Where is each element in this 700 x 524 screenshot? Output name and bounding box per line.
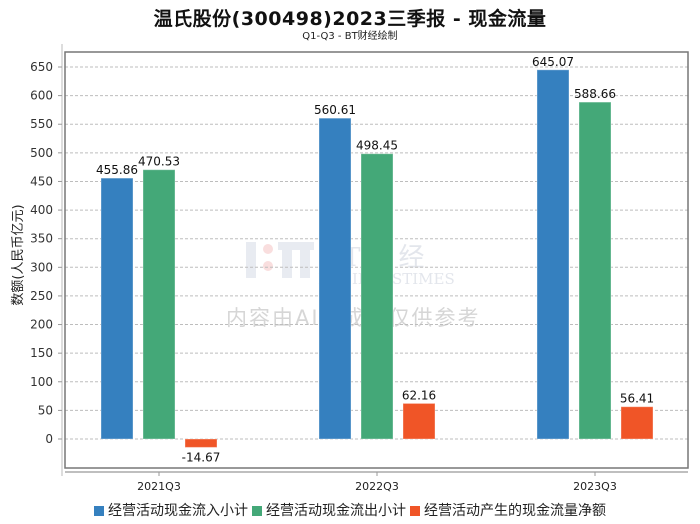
y-tick-label: 650 <box>30 60 53 74</box>
legend-swatch-icon <box>410 506 420 516</box>
watermark: BT财经 BUSINESSTIMES 内容由AI生成，仅供参考 <box>226 242 481 330</box>
y-tick-label: 250 <box>30 289 53 303</box>
y-tick-label: 450 <box>30 174 53 188</box>
x-tick-label: 2021Q3 <box>137 480 181 493</box>
legend-item[interactable]: 经营活动现金流出小计 <box>252 500 406 520</box>
bar-2-2021Q3 <box>142 169 176 440</box>
data-label: 560.61 <box>314 103 356 117</box>
legend-label: 经营活动现金流入小计 <box>108 503 248 519</box>
bar-1-2021Q3 <box>100 177 134 440</box>
data-label: 645.07 <box>532 55 574 69</box>
y-axis: 0 50 100 150 200 250 300 350 400 450 500 550 600 650 <box>30 44 63 476</box>
bar-2-2022Q3 <box>360 153 394 440</box>
x-tick-label: 2023Q3 <box>573 480 617 493</box>
data-label: 470.53 <box>138 155 180 169</box>
y-tick-label: 0 <box>45 432 53 446</box>
watermark-notice: 内容由AI生成，仅供参考 <box>226 306 481 330</box>
y-tick-label: 150 <box>30 346 53 360</box>
y-tick-label: 550 <box>30 117 53 131</box>
bar-3-2021Q3 <box>184 438 218 448</box>
legend-item[interactable]: 经营活动产生的现金流量净额 <box>410 500 606 520</box>
data-label: 588.66 <box>574 87 616 101</box>
y-tick-label: 300 <box>30 260 53 274</box>
data-label: 62.16 <box>402 388 436 402</box>
legend-label: 经营活动产生的现金流量净额 <box>424 503 606 519</box>
data-label: 56.41 <box>620 392 654 406</box>
y-tick-label: 200 <box>30 318 53 332</box>
data-label: 455.86 <box>96 163 138 177</box>
x-tick-label: 2022Q3 <box>355 480 399 493</box>
chart-subtitle: Q1-Q3 - BT财经绘制 <box>302 31 398 42</box>
chart-title: 温氏股份(300498)2023三季报 - 现金流量 <box>153 8 547 30</box>
legend: 经营活动现金流入小计 经营活动现金流出小计 经营活动产生的现金流量净额 <box>0 500 700 520</box>
bar-3-2022Q3 <box>402 402 436 440</box>
legend-swatch-icon <box>252 506 262 516</box>
bars: 455.86 560.61 645.07 470.53 498.45 588.66 -14.… <box>96 55 654 465</box>
bar-1-2022Q3 <box>318 117 352 440</box>
plot-frame <box>64 51 689 469</box>
y-axis-label: 数额(人民币亿元) <box>11 204 26 305</box>
x-axis: 2021Q3 2022Q3 2023Q3 <box>65 471 688 493</box>
bar-1-2023Q3 <box>536 69 570 440</box>
data-label: 498.45 <box>356 139 398 153</box>
y-tick-label: 500 <box>30 146 53 160</box>
bar-3-2023Q3 <box>620 406 654 440</box>
legend-item[interactable]: 经营活动现金流入小计 <box>94 500 248 520</box>
y-tick-label: 400 <box>30 203 53 217</box>
data-label: -14.67 <box>182 450 221 464</box>
bar-2-2023Q3 <box>578 101 612 440</box>
y-tick-label: 600 <box>30 89 53 103</box>
legend-label: 经营活动现金流出小计 <box>266 503 406 519</box>
legend-swatch-icon <box>94 506 104 516</box>
bt-logo-icon <box>246 242 314 278</box>
y-tick-label: 350 <box>30 232 53 246</box>
y-tick-label: 100 <box>30 375 53 389</box>
y-tick-label: 50 <box>38 403 53 417</box>
